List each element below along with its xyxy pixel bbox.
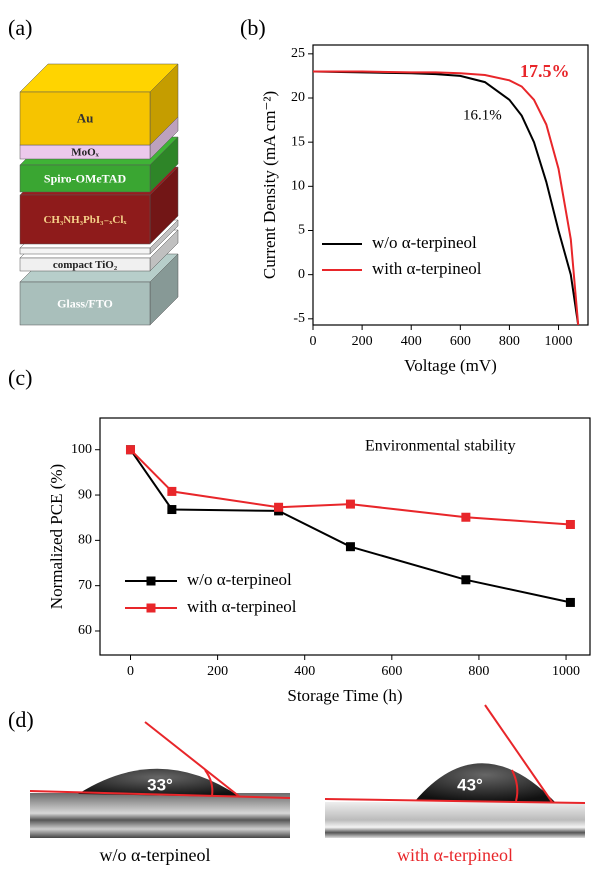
- layer-label: Glass/FTO: [57, 296, 113, 310]
- data-point: [565, 519, 575, 529]
- x-tick-label: 200: [207, 664, 228, 679]
- series-line: [129, 448, 571, 526]
- layer-front: [19, 281, 151, 326]
- contact-angle-image: 43° with α-terpineol: [324, 704, 586, 865]
- image-caption: with α-terpineol: [397, 845, 513, 865]
- panel-label: (d): [8, 707, 34, 732]
- data-point: [167, 486, 177, 496]
- contact-angle: 33°: [147, 775, 173, 794]
- contact-angle-image: 33° w/o α-terpineol: [29, 721, 291, 865]
- panel-label: (b): [240, 15, 266, 40]
- layer-front: [19, 91, 151, 146]
- y-axis-label: Normalized PCE (%): [47, 464, 66, 609]
- layer-label: compact TiO₂: [53, 259, 118, 271]
- y-tick-label: 5: [298, 223, 305, 238]
- data-point: [345, 499, 355, 509]
- legend-label: w/o α-terpineol: [187, 570, 292, 589]
- x-tick-label: 200: [352, 334, 373, 349]
- layer-front: [19, 247, 151, 255]
- layer-top: [19, 63, 179, 93]
- annotation: Environmental stability: [365, 438, 516, 455]
- x-tick-label: 400: [401, 334, 422, 349]
- y-tick-label: 90: [78, 487, 92, 502]
- contact-angle: 43°: [457, 775, 483, 794]
- device-stack: Glass/FTO compact TiO₂ CH₃NH₃PbI₃₋ₓClₓ Spir…: [19, 63, 179, 326]
- image-caption: w/o α-terpineol: [100, 845, 211, 865]
- y-tick-label: 60: [78, 623, 92, 638]
- x-tick-label: 800: [499, 334, 520, 349]
- x-tick-label: 1000: [545, 334, 573, 349]
- y-tick-label: 15: [291, 134, 305, 149]
- legend-label: with α-terpineol: [187, 597, 297, 616]
- y-tick-label: 0: [298, 267, 305, 282]
- series-line: [313, 70, 580, 326]
- y-tick-label: 70: [78, 578, 92, 593]
- x-tick-label: 800: [468, 664, 489, 679]
- x-axis-label: Storage Time (h): [287, 686, 402, 705]
- data-point: [274, 502, 284, 512]
- layer-label: Au: [77, 110, 94, 125]
- y-tick-label: 10: [291, 179, 305, 194]
- layer-front: [19, 164, 151, 193]
- annotation: 16.1%: [463, 107, 502, 123]
- x-tick-label: 600: [450, 334, 471, 349]
- series-line: [129, 449, 571, 604]
- data-point: [167, 505, 177, 515]
- layer-label: MoOₓ: [71, 147, 99, 159]
- panel-label: (c): [8, 365, 32, 390]
- legend-label: with α-terpineol: [372, 259, 482, 278]
- layer-label: CH₃NH₃PbI₃₋ₓClₓ: [43, 214, 127, 226]
- data-point: [565, 597, 575, 607]
- y-tick-label: 80: [78, 533, 92, 548]
- legend-label: w/o α-terpineol: [372, 233, 477, 252]
- data-point: [461, 512, 471, 522]
- y-tick-label: 20: [291, 90, 305, 105]
- x-tick-label: 1000: [552, 664, 580, 679]
- plot-frame: [99, 417, 591, 656]
- y-axis-label: Current Density (mA cm⁻²): [260, 91, 279, 279]
- layer-label: Spiro-OMeTAD: [44, 171, 127, 185]
- y-tick-label: 25: [291, 46, 305, 61]
- legend-marker: [146, 576, 156, 586]
- y-tick-label: -5: [293, 311, 305, 326]
- y-tick-label: 100: [71, 442, 92, 457]
- x-axis-label: Voltage (mV): [404, 356, 497, 375]
- x-tick-label: 0: [310, 334, 317, 349]
- annotation: 17.5%: [520, 61, 570, 81]
- legend-marker: [146, 603, 156, 613]
- layer-front: [19, 194, 151, 245]
- data-point: [461, 575, 471, 585]
- data-point: [345, 542, 355, 552]
- x-tick-label: 600: [381, 664, 402, 679]
- data-point: [125, 445, 135, 455]
- x-tick-label: 0: [127, 664, 134, 679]
- plot-frame: [312, 44, 589, 326]
- x-tick-label: 400: [294, 664, 315, 679]
- layer-front: [19, 257, 151, 272]
- panel-label: (a): [8, 15, 32, 40]
